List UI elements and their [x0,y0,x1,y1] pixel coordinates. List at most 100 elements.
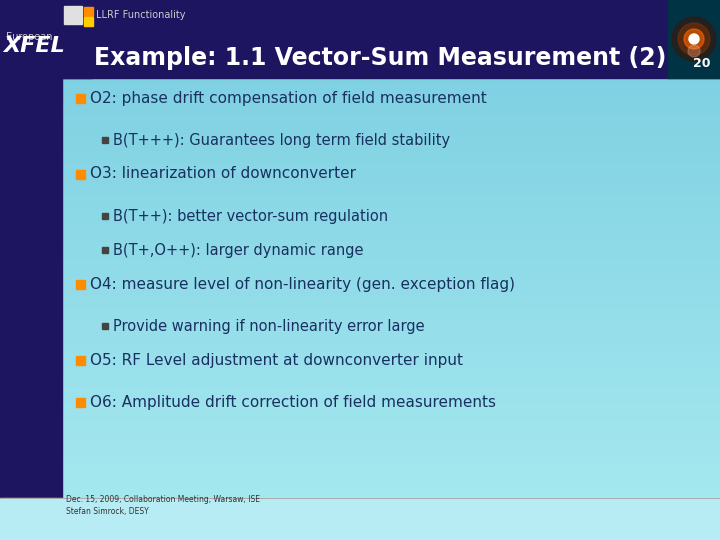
Bar [0,374,720,375]
Bar [0,333,720,334]
Bar [0,403,720,404]
Bar [0,135,720,136]
Bar [0,472,720,473]
Bar [0,532,720,533]
Bar [0,46,720,47]
Bar [0,10,720,11]
Bar [0,272,720,273]
Bar [0,34,720,35]
Bar [0,45,720,46]
Bar [84,17,93,26]
Bar [0,35,720,36]
Bar [0,444,720,445]
Bar [0,190,720,191]
Bar [0,4,720,5]
Bar [0,393,720,394]
Bar [0,497,720,498]
Bar [0,229,720,230]
Bar [0,206,720,207]
Bar [0,316,720,317]
Bar [0,470,720,471]
Bar [0,109,720,110]
Bar [0,303,720,304]
Bar [0,296,720,297]
Text: Provide warning if non-linearity error large: Provide warning if non-linearity error l… [113,319,425,334]
Bar [0,317,720,318]
Bar [0,48,720,49]
Bar [0,0,92,78]
Bar [0,391,720,392]
Bar [0,362,720,363]
Bar [0,104,720,105]
Bar [0,13,720,14]
Bar [0,183,720,184]
Bar [0,138,720,139]
Bar [0,331,720,332]
Bar [0,281,720,282]
Bar [0,416,720,417]
Bar [0,120,720,121]
Bar [0,526,720,527]
Bar [0,456,720,457]
Bar [0,80,720,81]
Bar [0,329,720,330]
Bar [0,332,720,333]
Bar [0,210,720,211]
Bar [0,422,720,423]
Bar [0,36,720,37]
Bar [0,161,720,162]
Bar [0,345,720,346]
Bar [0,389,720,390]
Bar [0,221,720,222]
Bar [0,270,720,271]
Bar [0,63,720,64]
Bar [0,130,720,131]
Bar [0,401,720,402]
Bar [0,498,720,540]
Bar [0,305,720,306]
Bar [0,318,720,319]
Bar [0,165,720,166]
Bar [0,37,720,38]
Bar [0,128,720,129]
Bar [0,455,720,456]
Bar [0,447,720,448]
Bar [0,79,720,80]
Bar [0,536,720,537]
Bar [0,259,720,260]
Bar [0,530,720,531]
Bar [0,521,720,522]
Bar [0,81,720,82]
Bar [0,114,720,115]
Bar [0,47,720,48]
Bar [0,202,720,203]
Bar [0,273,720,274]
Bar [0,157,720,158]
Bar [0,189,720,190]
Bar [0,17,720,18]
Bar [0,195,720,196]
Bar [0,465,720,466]
Text: XFEL: XFEL [3,36,65,56]
Bar [0,149,720,150]
Bar [0,304,720,305]
Bar [0,214,720,215]
Bar [0,384,720,385]
Bar [0,366,720,367]
Bar [0,108,720,109]
Bar [0,445,720,446]
Bar [0,376,720,377]
Bar [0,56,720,57]
Bar [0,419,720,420]
Bar [0,209,720,210]
Bar [0,132,720,133]
Bar [0,372,720,373]
Bar [0,8,720,9]
Bar [0,361,720,362]
Bar [0,406,720,407]
Bar [0,315,720,316]
Bar [0,310,720,311]
Bar [0,457,720,458]
Bar [0,394,720,395]
Bar [0,145,720,146]
